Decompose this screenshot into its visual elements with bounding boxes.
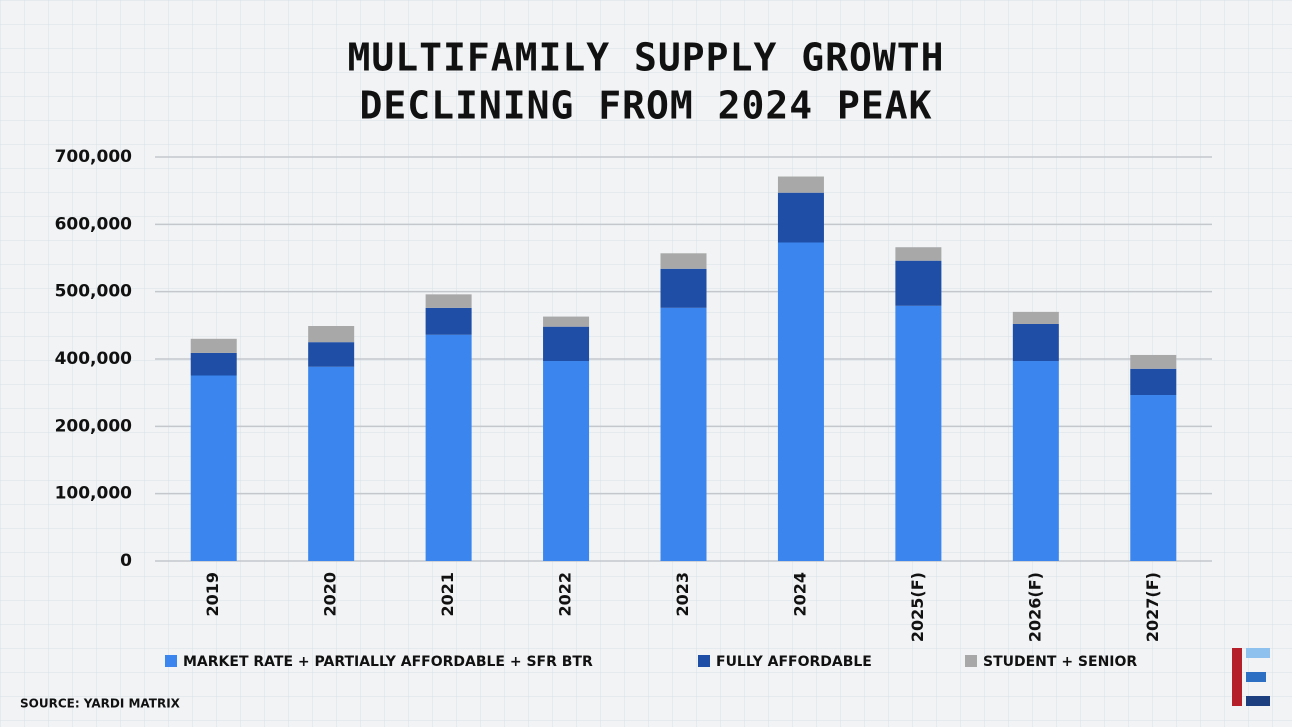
x-tick-label: 2027(F) bbox=[1143, 572, 1162, 642]
y-tick-label: 500,000 bbox=[55, 282, 133, 302]
y-tick-label: 0 bbox=[120, 551, 132, 571]
bar-segment bbox=[190, 338, 237, 353]
bar-segment bbox=[777, 242, 824, 561]
y-tick-label: 400,000 bbox=[55, 349, 133, 369]
bar-segment bbox=[1012, 361, 1059, 561]
legend-label: FULLY AFFORDABLE bbox=[716, 654, 872, 670]
x-tick-label: 2022 bbox=[556, 572, 575, 617]
bar-segment bbox=[190, 375, 237, 561]
bar-segment bbox=[190, 352, 237, 376]
bar-segment bbox=[425, 294, 472, 308]
bar-segment bbox=[1130, 354, 1177, 369]
x-tick-label: 2019 bbox=[203, 572, 222, 617]
legend-swatch bbox=[698, 655, 710, 667]
y-tick-label: 200,000 bbox=[55, 416, 133, 436]
chart-title: DECLINING FROM 2024 PEAK bbox=[359, 84, 932, 128]
bar-segment bbox=[308, 342, 355, 367]
legend-swatch bbox=[165, 655, 177, 667]
bar-segment bbox=[543, 316, 590, 327]
bar-segment bbox=[660, 307, 707, 561]
bar-segment bbox=[660, 268, 707, 308]
bar-segment bbox=[543, 361, 590, 561]
bar-segment bbox=[308, 366, 355, 561]
bar-segment bbox=[895, 260, 942, 306]
x-tick-label: 2025(F) bbox=[908, 572, 927, 642]
bar-segment bbox=[1012, 311, 1059, 324]
bar-segment bbox=[308, 326, 355, 343]
x-tick-label: 2023 bbox=[673, 572, 692, 617]
y-tick-label: 100,000 bbox=[55, 484, 133, 504]
x-tick-label: 2021 bbox=[438, 572, 457, 617]
bar-segment bbox=[777, 192, 824, 243]
y-tick-label: 600,000 bbox=[55, 214, 133, 234]
legend-label: MARKET RATE + PARTIALLY AFFORDABLE + SFR… bbox=[183, 654, 593, 670]
bar-segment bbox=[895, 247, 942, 261]
chart-title: MULTIFAMILY SUPPLY GROWTH bbox=[348, 36, 945, 80]
bar-segment bbox=[425, 334, 472, 561]
bar-segment bbox=[1130, 395, 1177, 561]
bar-segment bbox=[1130, 368, 1177, 396]
source: SOURCE: YARDI MATRIX bbox=[20, 697, 181, 711]
bar-segment bbox=[660, 253, 707, 269]
y-tick-label: 700,000 bbox=[55, 147, 133, 167]
bar-segment bbox=[425, 307, 472, 335]
bar-segment bbox=[777, 176, 824, 193]
x-tick-label: 2024 bbox=[790, 572, 809, 617]
bar-segment bbox=[1012, 323, 1059, 362]
bar-segment bbox=[543, 326, 590, 362]
x-tick-label: 2026(F) bbox=[1025, 572, 1044, 642]
legend-label: STUDENT + SENIOR bbox=[983, 654, 1137, 670]
logo bbox=[1232, 648, 1270, 706]
bar-segment bbox=[895, 305, 942, 561]
legend-swatch bbox=[965, 655, 977, 667]
x-tick-label: 2020 bbox=[321, 572, 340, 617]
